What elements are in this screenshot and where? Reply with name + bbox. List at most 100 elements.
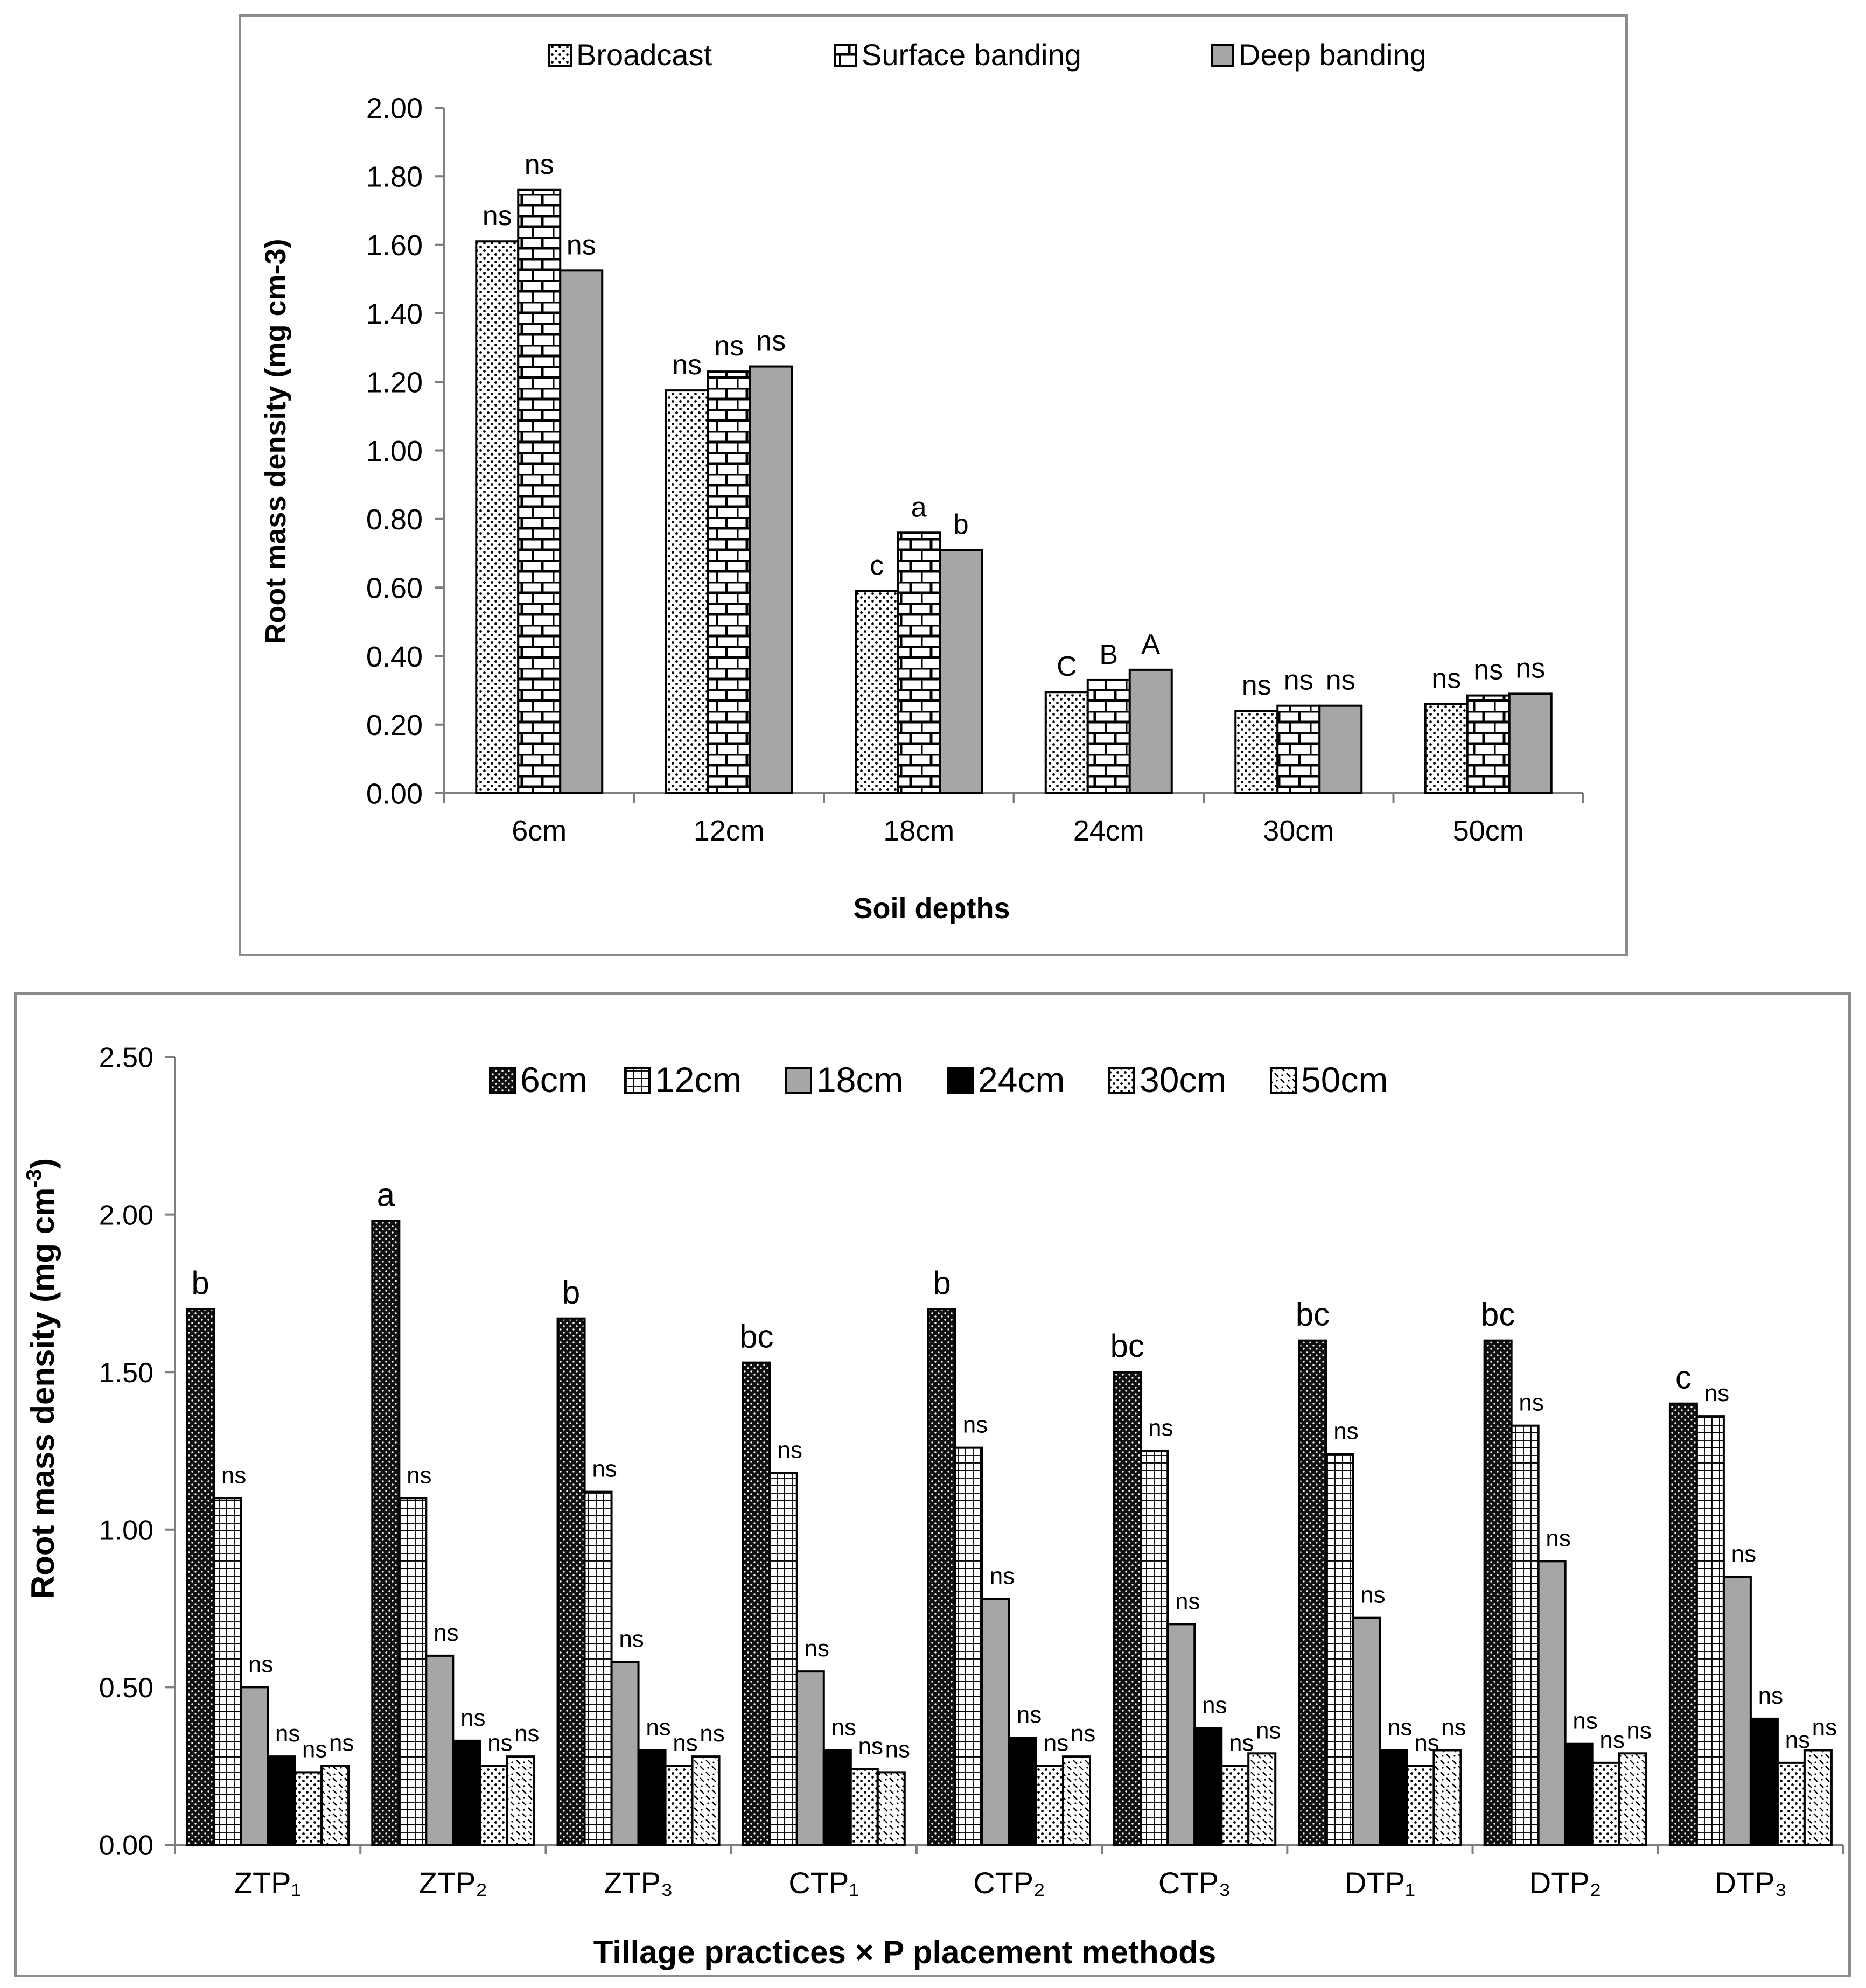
top-bar-deep-banding <box>939 549 983 795</box>
top-x-tick-label: 24cm <box>1073 815 1144 847</box>
bottom-data-label: b <box>562 1275 580 1311</box>
bottom-y-tick-label: 1.50 <box>99 1357 153 1389</box>
top-legend-label: Broadcast <box>576 38 712 72</box>
bottom-bar-18cm <box>240 1686 269 1846</box>
top-y-tick-label: 0.40 <box>366 641 423 673</box>
bottom-bar-18cm <box>981 1598 1010 1846</box>
bottom-bar-24cm <box>1379 1749 1408 1846</box>
top-bar-surface-banding <box>1086 678 1131 794</box>
top-bar-surface-banding <box>1276 704 1321 794</box>
bottom-data-label: b <box>191 1265 209 1301</box>
bottom-y-tick-label: 2.00 <box>99 1200 153 1231</box>
top-bar-surface-banding <box>897 531 941 794</box>
bottom-legend-swatch <box>947 1067 974 1094</box>
top-data-label: ns <box>672 349 702 381</box>
bottom-y-tick-label: 2.50 <box>99 1042 153 1074</box>
bottom-bar-6cm <box>742 1361 771 1846</box>
bottom-x-tick-label: CTP₃ <box>1158 1866 1231 1900</box>
bottom-data-label: ns <box>1758 1683 1783 1709</box>
bottom-data-label: ns <box>1546 1525 1570 1551</box>
bottom-y-axis-title-end: ) <box>25 1158 61 1169</box>
bottom-y-tick-label: 1.00 <box>99 1515 153 1546</box>
bottom-data-label: ns <box>1044 1730 1068 1756</box>
bottom-data-label: ns <box>1812 1714 1837 1740</box>
top-bar-deep-banding <box>559 269 604 794</box>
bottom-data-label: ns <box>673 1730 697 1756</box>
bottom-data-label: ns <box>619 1626 644 1653</box>
bottom-bar-50cm <box>506 1755 535 1846</box>
top-legend-swatch <box>1211 44 1234 67</box>
bottom-data-label: ns <box>1785 1727 1810 1753</box>
bottom-bar-30cm <box>1035 1765 1064 1846</box>
bottom-legend-label: 18cm <box>816 1060 903 1100</box>
top-legend-swatch <box>548 44 572 67</box>
bottom-bar-18cm <box>1166 1623 1196 1846</box>
top-bar-broadcast <box>1234 710 1279 794</box>
bottom-legend-label: 6cm <box>520 1060 588 1100</box>
bottom-legend-label: 12cm <box>655 1060 742 1100</box>
top-bar-broadcast <box>475 240 520 794</box>
top-y-tick-label: 0.00 <box>366 778 423 810</box>
top-data-label: ns <box>1284 665 1313 696</box>
bottom-bar-30cm <box>1220 1765 1250 1846</box>
bottom-legend-swatch <box>624 1067 651 1094</box>
bottom-data-label: bc <box>1110 1328 1144 1364</box>
bottom-bar-24cm <box>1193 1727 1223 1846</box>
bottom-data-label: ns <box>1704 1380 1729 1406</box>
bottom-data-label: a <box>377 1177 395 1213</box>
chart-panel-top <box>239 14 1628 956</box>
top-y-tick-label: 1.60 <box>366 229 423 262</box>
top-data-label: b <box>953 509 969 540</box>
top-y-tick-label: 1.40 <box>366 298 423 330</box>
bottom-data-label: b <box>933 1265 951 1301</box>
bottom-x-tick-label: DTP₂ <box>1529 1866 1602 1900</box>
top-data-label: ns <box>714 331 744 362</box>
bottom-data-label: ns <box>514 1720 539 1747</box>
bottom-bar-6cm <box>927 1308 956 1846</box>
bottom-x-tick-label: DTP₃ <box>1714 1866 1787 1900</box>
top-data-label: A <box>1141 629 1160 660</box>
bottom-y-axis-title: Root mass density (mg cm-3) <box>23 1158 61 1599</box>
bottom-bar-30cm <box>1406 1765 1435 1846</box>
bottom-bar-18cm <box>610 1661 640 1846</box>
bottom-y-tick-label: 0.00 <box>99 1830 153 1861</box>
bottom-bar-12cm <box>954 1446 983 1846</box>
top-bar-deep-banding <box>749 365 793 794</box>
bottom-data-label: bc <box>739 1319 773 1355</box>
bottom-bar-24cm <box>1749 1717 1779 1846</box>
bottom-legend-label: 50cm <box>1301 1060 1388 1100</box>
bottom-data-label: ns <box>1071 1720 1095 1747</box>
bottom-bar-50cm <box>1803 1749 1833 1846</box>
bottom-bar-18cm <box>1537 1560 1567 1846</box>
bottom-data-label: ns <box>1360 1582 1385 1608</box>
bottom-data-label: ns <box>221 1462 246 1488</box>
top-bar-broadcast <box>855 590 899 794</box>
bottom-bar-6cm <box>1668 1402 1698 1846</box>
bottom-bar-30cm <box>293 1771 323 1846</box>
bottom-bar-6cm <box>1483 1339 1513 1846</box>
bottom-bar-6cm <box>371 1220 401 1846</box>
top-bar-deep-banding <box>1508 692 1553 795</box>
bottom-bar-18cm <box>425 1654 455 1846</box>
bottom-bar-24cm <box>822 1749 852 1846</box>
bottom-bar-30cm <box>1591 1761 1620 1846</box>
top-y-tick-label: 0.20 <box>366 709 423 741</box>
bottom-y-tick-label: 0.50 <box>99 1672 153 1704</box>
bottom-y-axis-title-sup: -3 <box>23 1169 46 1188</box>
top-data-label: ns <box>1242 670 1271 701</box>
bottom-data-label: bc <box>1296 1297 1330 1333</box>
bottom-bar-18cm <box>1352 1616 1381 1846</box>
bottom-bar-12cm <box>768 1472 798 1846</box>
top-data-label: ns <box>525 149 554 180</box>
bottom-bar-24cm <box>637 1749 667 1846</box>
bottom-data-label: ns <box>990 1563 1015 1590</box>
bottom-data-label: ns <box>248 1651 273 1677</box>
bottom-x-axis-title: Tillage practices × P placement methods <box>593 1934 1217 1970</box>
top-data-label: B <box>1099 639 1118 670</box>
top-y-tick-label: 0.80 <box>366 503 423 536</box>
top-bar-broadcast <box>1424 703 1469 795</box>
top-data-label: ns <box>483 200 512 232</box>
bottom-legend-label: 30cm <box>1140 1060 1226 1100</box>
bottom-data-label: ns <box>1599 1727 1624 1753</box>
top-data-label: ns <box>1473 655 1503 686</box>
